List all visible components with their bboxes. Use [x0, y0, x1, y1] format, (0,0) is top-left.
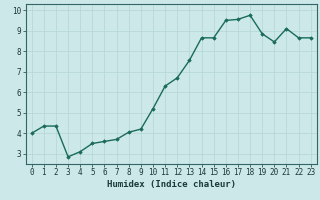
X-axis label: Humidex (Indice chaleur): Humidex (Indice chaleur)	[107, 180, 236, 189]
